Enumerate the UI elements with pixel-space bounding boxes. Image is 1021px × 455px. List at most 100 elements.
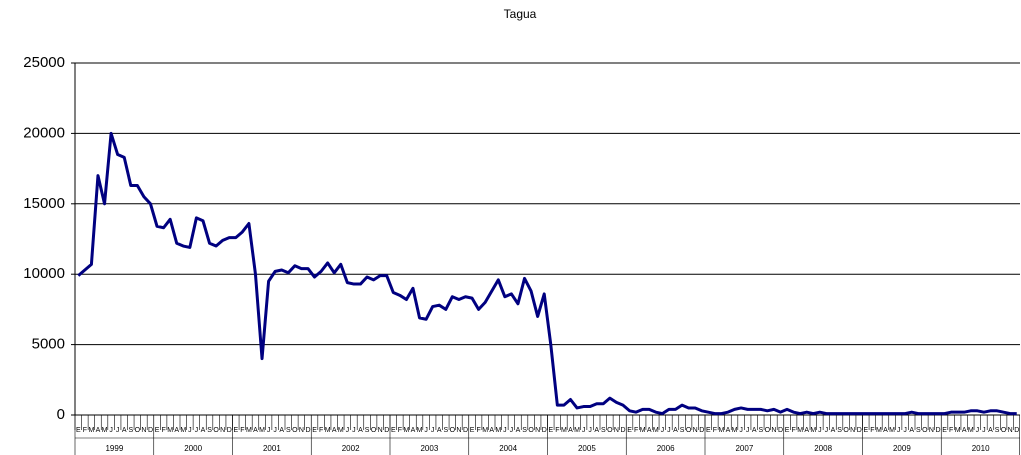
x-tick-label: A: [988, 427, 993, 434]
x-tick-label: N: [614, 427, 619, 434]
x-tick-label: N: [456, 427, 461, 434]
x-tick-label: E: [312, 427, 317, 434]
x-tick-label: M: [88, 427, 94, 434]
x-tick-label: A: [174, 427, 179, 434]
x-tick-label: J: [746, 427, 750, 434]
data-line: [77, 131, 1017, 416]
x-tick-label: M: [718, 427, 724, 434]
x-tick-label: J: [424, 427, 428, 434]
x-tick-label: F: [476, 427, 480, 434]
x-tick-label: J: [588, 427, 592, 434]
year-label: 2004: [499, 444, 517, 453]
x-tick-label: D: [699, 427, 704, 434]
y-tick-label: 0: [57, 406, 65, 423]
chart-title: Tagua: [504, 7, 537, 21]
x-tick-label: S: [916, 427, 921, 434]
year-label: 2009: [893, 444, 911, 453]
x-tick-label: J: [431, 427, 435, 434]
x-tick-label: E: [391, 427, 396, 434]
x-tick-label: N: [220, 427, 225, 434]
x-tick-label: J: [825, 427, 829, 434]
year-label: 2001: [263, 444, 281, 453]
x-tick-label: A: [962, 427, 967, 434]
x-tick-label: S: [286, 427, 291, 434]
x-tick-label: O: [686, 427, 692, 434]
year-label: 2005: [578, 444, 596, 453]
x-tick-label: J: [116, 427, 120, 434]
x-tick-label: M: [259, 427, 265, 434]
x-tick-label: A: [883, 427, 888, 434]
x-tick-label: M: [876, 427, 882, 434]
x-tick-label: E: [155, 427, 160, 434]
x-tick-label: J: [195, 427, 199, 434]
x-tick-label: S: [837, 427, 842, 434]
x-tick-label: O: [528, 427, 534, 434]
y-tick-label: 10000: [23, 265, 65, 282]
x-tick-label: E: [627, 427, 632, 434]
x-tick-label: F: [83, 427, 87, 434]
year-label: 2006: [657, 444, 675, 453]
x-tick-label: F: [949, 427, 953, 434]
x-tick-label: A: [647, 427, 652, 434]
x-tick-label: J: [503, 427, 507, 434]
x-tick-label: M: [889, 427, 895, 434]
x-tick-label: S: [680, 427, 685, 434]
x-tick-label: F: [634, 427, 638, 434]
year-label: 2010: [972, 444, 990, 453]
x-tick-label: A: [411, 427, 416, 434]
x-tick-label: O: [922, 427, 928, 434]
x-tick-label: N: [1008, 427, 1013, 434]
x-tick-label: D: [935, 427, 940, 434]
x-tick-label: J: [188, 427, 192, 434]
x-tick-label: M: [102, 427, 108, 434]
x-tick-label: M: [968, 427, 974, 434]
x-tick-label: E: [548, 427, 553, 434]
x-tick-label: S: [995, 427, 1000, 434]
x-tick-label: O: [213, 427, 219, 434]
x-tick-label: F: [161, 427, 165, 434]
x-tick-label: E: [706, 427, 711, 434]
x-tick-label: M: [640, 427, 646, 434]
y-tick-label: 25000: [23, 54, 65, 71]
x-tick-label: M: [338, 427, 344, 434]
x-tick-label: A: [489, 427, 494, 434]
x-tick-label: A: [201, 427, 206, 434]
x-tick-label: M: [653, 427, 659, 434]
x-tick-label: N: [141, 427, 146, 434]
x-tick-label: O: [843, 427, 849, 434]
x-tick-label: J: [982, 427, 986, 434]
x-tick-label: N: [929, 427, 934, 434]
x-tick-label: N: [535, 427, 540, 434]
year-label: 2000: [184, 444, 202, 453]
x-tick-label: O: [1001, 427, 1007, 434]
x-tick-label: S: [758, 427, 763, 434]
x-tick-label: M: [574, 427, 580, 434]
x-tick-label: M: [403, 427, 409, 434]
x-tick-label: A: [279, 427, 284, 434]
x-tick-label: E: [942, 427, 947, 434]
x-tick-label: F: [398, 427, 402, 434]
x-tick-label: D: [463, 427, 468, 434]
x-tick-label: D: [542, 427, 547, 434]
x-tick-label: M: [495, 427, 501, 434]
x-tick-label: A: [96, 427, 101, 434]
x-tick-label: J: [976, 427, 980, 434]
x-tick-label: J: [818, 427, 822, 434]
x-tick-label: A: [804, 427, 809, 434]
x-tick-label: O: [765, 427, 771, 434]
x-tick-label: D: [778, 427, 783, 434]
year-label: 2002: [342, 444, 360, 453]
x-tick-label: E: [470, 427, 475, 434]
x-tick-label: O: [292, 427, 298, 434]
x-tick-label: D: [227, 427, 232, 434]
x-tick-label: E: [863, 427, 868, 434]
x-tick-label: M: [955, 427, 961, 434]
year-label: 1999: [105, 444, 123, 453]
x-tick-label: J: [273, 427, 277, 434]
x-tick-label: M: [325, 427, 331, 434]
x-tick-label: A: [673, 427, 678, 434]
y-tick-label: 5000: [32, 336, 65, 353]
x-tick-label: A: [253, 427, 258, 434]
x-tick-label: J: [739, 427, 743, 434]
x-tick-label: D: [384, 427, 389, 434]
